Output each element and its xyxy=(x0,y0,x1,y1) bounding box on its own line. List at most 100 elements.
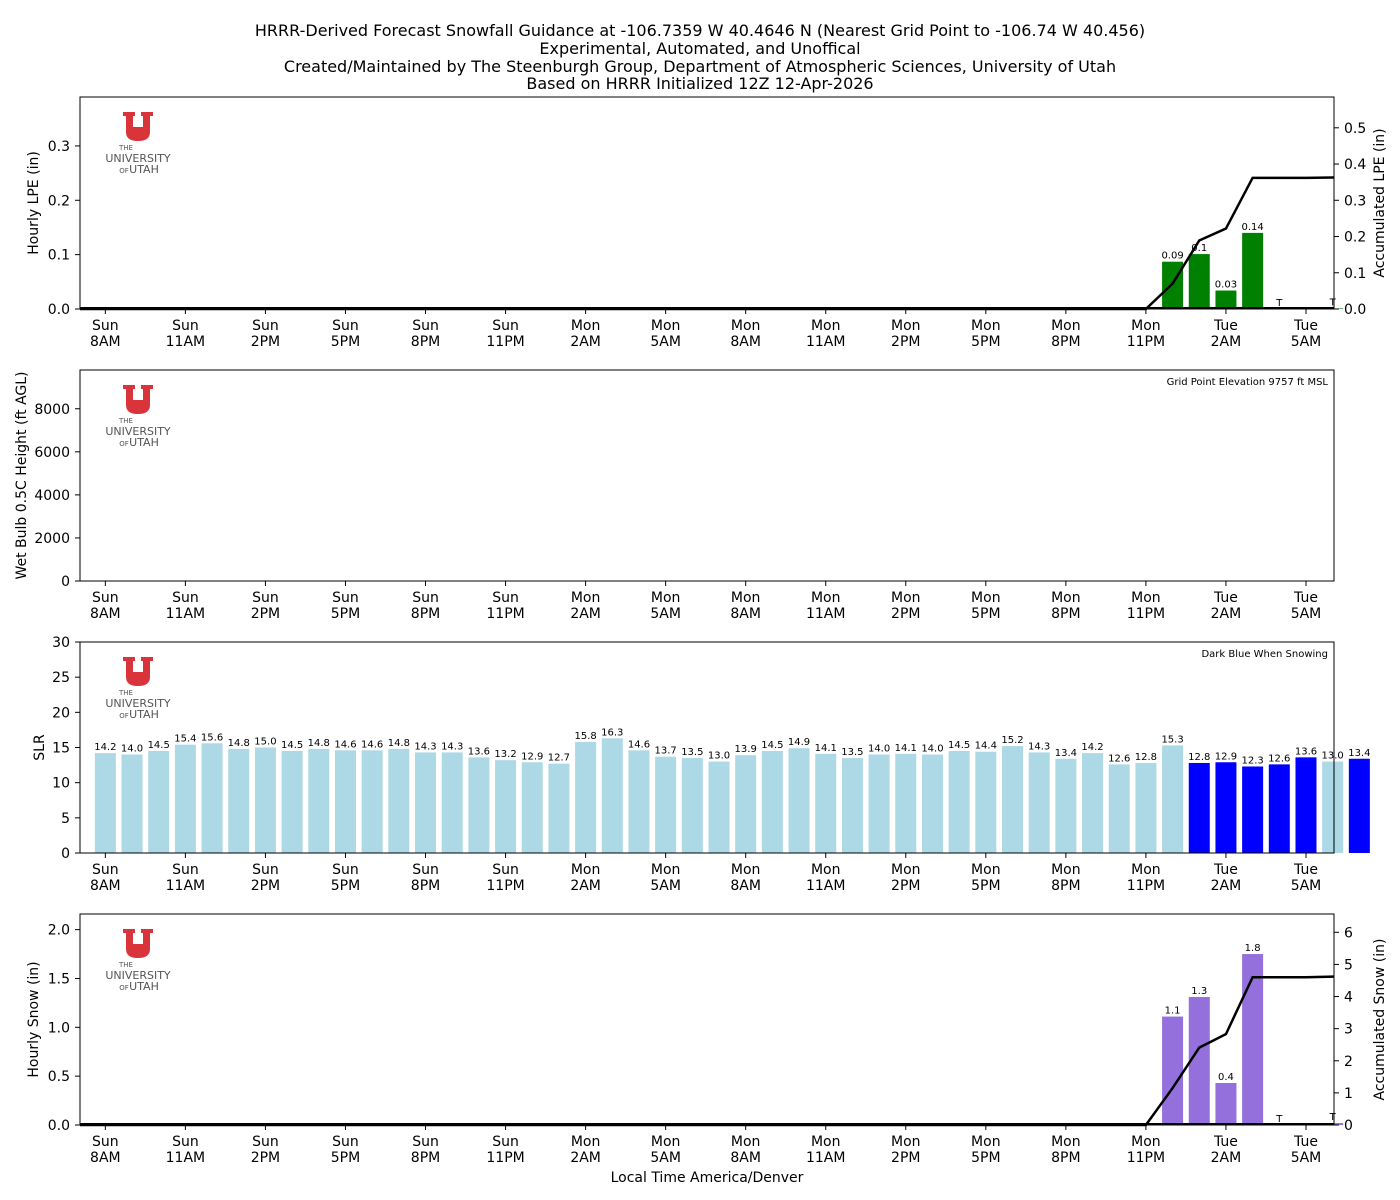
wetbulb-x-tick-day: Mon xyxy=(571,590,601,606)
logo-text-of: OF xyxy=(119,167,129,175)
logo-text-utah: UTAH xyxy=(129,163,159,176)
snow-x-tick-time: 5PM xyxy=(971,1150,1000,1166)
wetbulb-x-tick-time: 8PM xyxy=(411,606,440,622)
lpe-x-tick-time: 8AM xyxy=(90,334,121,350)
slr-bar-label: 14.0 xyxy=(921,744,943,755)
lpe-y-tick-label: 0.3 xyxy=(48,139,70,155)
snow-bar xyxy=(1215,1082,1237,1125)
lpe-x-tick-day: Mon xyxy=(571,318,601,334)
slr-bar xyxy=(121,754,143,853)
slr-bar xyxy=(441,752,463,853)
wetbulb-x-tick-time: 8PM xyxy=(1051,606,1080,622)
snow-bar-label: 1.8 xyxy=(1245,943,1261,954)
slr-bar xyxy=(1055,758,1077,853)
wetbulb-y-axis-label: Wet Bulb 0.5C Height (ft AGL) xyxy=(14,371,30,579)
snow-bar-label: 1.1 xyxy=(1165,1006,1181,1017)
slr-bar-label: 13.9 xyxy=(735,744,757,755)
wetbulb-x-tick-day: Sun xyxy=(412,590,439,606)
snow-accum-line xyxy=(80,975,1334,1127)
slr-x-tick-time: 8PM xyxy=(411,878,440,894)
snow-x-tick-day: Tue xyxy=(1213,1134,1238,1150)
lpe-bar-label: 0.09 xyxy=(1161,251,1183,262)
wetbulb-x-tick-day: Sun xyxy=(252,590,279,606)
slr-bar xyxy=(1108,764,1130,853)
lpe-x-tick-day: Mon xyxy=(651,318,681,334)
snow-x-tick-time: 5PM xyxy=(331,1150,360,1166)
logo-text-the: THE xyxy=(118,961,133,969)
slr-bar-label: 13.0 xyxy=(1322,751,1344,762)
slr-bar xyxy=(1348,758,1370,853)
lpe-x-tick-time: 11PM xyxy=(1127,334,1165,350)
slr-x-tick-time: 11PM xyxy=(486,878,524,894)
slr-bar xyxy=(415,752,437,853)
slr-bar xyxy=(1001,746,1023,853)
slr-x-tick-day: Mon xyxy=(971,862,1001,878)
lpe-x-tick-time: 5AM xyxy=(650,334,681,350)
slr-bar-label: 13.4 xyxy=(1348,748,1370,759)
slr-bar-label: 15.2 xyxy=(1001,735,1023,746)
logo-u-icon xyxy=(123,385,153,414)
logo-text-the: THE xyxy=(118,417,133,425)
slr-bar xyxy=(548,763,570,853)
slr-x-tick-time: 5PM xyxy=(971,878,1000,894)
slr-x-tick-day: Sun xyxy=(92,862,119,878)
snow-x-tick-time: 11AM xyxy=(806,1150,845,1166)
lpe-x-tick-time: 8PM xyxy=(1051,334,1080,350)
slr-bar-label: 12.6 xyxy=(1268,753,1290,764)
wetbulb-y-tick-label: 2000 xyxy=(34,531,70,547)
wetbulb-x-tick-time: 2PM xyxy=(251,606,280,622)
wetbulb-y-tick-label: 6000 xyxy=(34,445,70,461)
wetbulb-x-tick-day: Mon xyxy=(1131,590,1161,606)
slr-bar-label: 12.8 xyxy=(1188,752,1210,763)
snow-x-tick-time: 2PM xyxy=(251,1150,280,1166)
lpe-x-tick-time: 11AM xyxy=(806,334,845,350)
slr-bar-label: 14.1 xyxy=(895,743,917,754)
snow-x-tick-day: Tue xyxy=(1293,1134,1318,1150)
lpe-x-tick-day: Sun xyxy=(492,318,519,334)
slr-bar xyxy=(601,738,623,853)
wetbulb-x-tick-time: 2PM xyxy=(891,606,920,622)
lpe-y2-tick-label: 0.1 xyxy=(1344,266,1366,282)
snow-x-tick-day: Mon xyxy=(651,1134,681,1150)
snow-x-tick-day: Mon xyxy=(571,1134,601,1150)
snow-x-tick-day: Mon xyxy=(811,1134,841,1150)
slr-x-tick-time: 5AM xyxy=(1291,878,1322,894)
slr-bar xyxy=(1322,761,1344,853)
wetbulb-x-tick-day: Mon xyxy=(731,590,761,606)
slr-bar xyxy=(1082,753,1104,853)
snow-bar-label: T xyxy=(1329,1112,1337,1123)
lpe-x-tick-day: Mon xyxy=(731,318,761,334)
slr-bar-label: 14.1 xyxy=(815,743,837,754)
lpe-x-tick-day: Sun xyxy=(252,318,279,334)
slr-bar xyxy=(708,761,730,853)
lpe-x-tick-day: Sun xyxy=(412,318,439,334)
slr-y-tick-label: 20 xyxy=(52,705,70,721)
slr-bar xyxy=(975,751,997,853)
wetbulb-x-tick-time: 5PM xyxy=(331,606,360,622)
slr-bar xyxy=(388,748,410,853)
snow-x-tick-day: Mon xyxy=(1131,1134,1161,1150)
slr-bar xyxy=(1162,745,1184,853)
slr-bar-label: 12.9 xyxy=(1215,751,1237,762)
snow-bar xyxy=(1162,1016,1184,1125)
snow-x-tick-day: Mon xyxy=(891,1134,921,1150)
logo-text-university: UNIVERSITY xyxy=(105,697,171,710)
slr-y-tick-label: 5 xyxy=(61,811,70,827)
slr-bar-label: 15.6 xyxy=(201,732,223,743)
wetbulb-annotation: Grid Point Elevation 9757 ft MSL xyxy=(1167,377,1329,388)
slr-bar xyxy=(1242,766,1264,853)
slr-bar xyxy=(841,758,863,853)
wetbulb-x-tick-day: Sun xyxy=(492,590,519,606)
slr-bar xyxy=(1135,762,1157,853)
snow-bar-label: 0.4 xyxy=(1218,1072,1234,1083)
slr-bar xyxy=(575,741,597,853)
lpe-x-tick-day: Tue xyxy=(1213,318,1238,334)
slr-x-tick-day: Mon xyxy=(651,862,681,878)
lpe-bar-label: T xyxy=(1329,297,1337,308)
lpe-x-tick-day: Sun xyxy=(92,318,119,334)
wetbulb-x-tick-day: Mon xyxy=(651,590,681,606)
logo-text-of: OF xyxy=(119,712,129,720)
snow-y2-tick-label: 2 xyxy=(1344,1054,1353,1070)
